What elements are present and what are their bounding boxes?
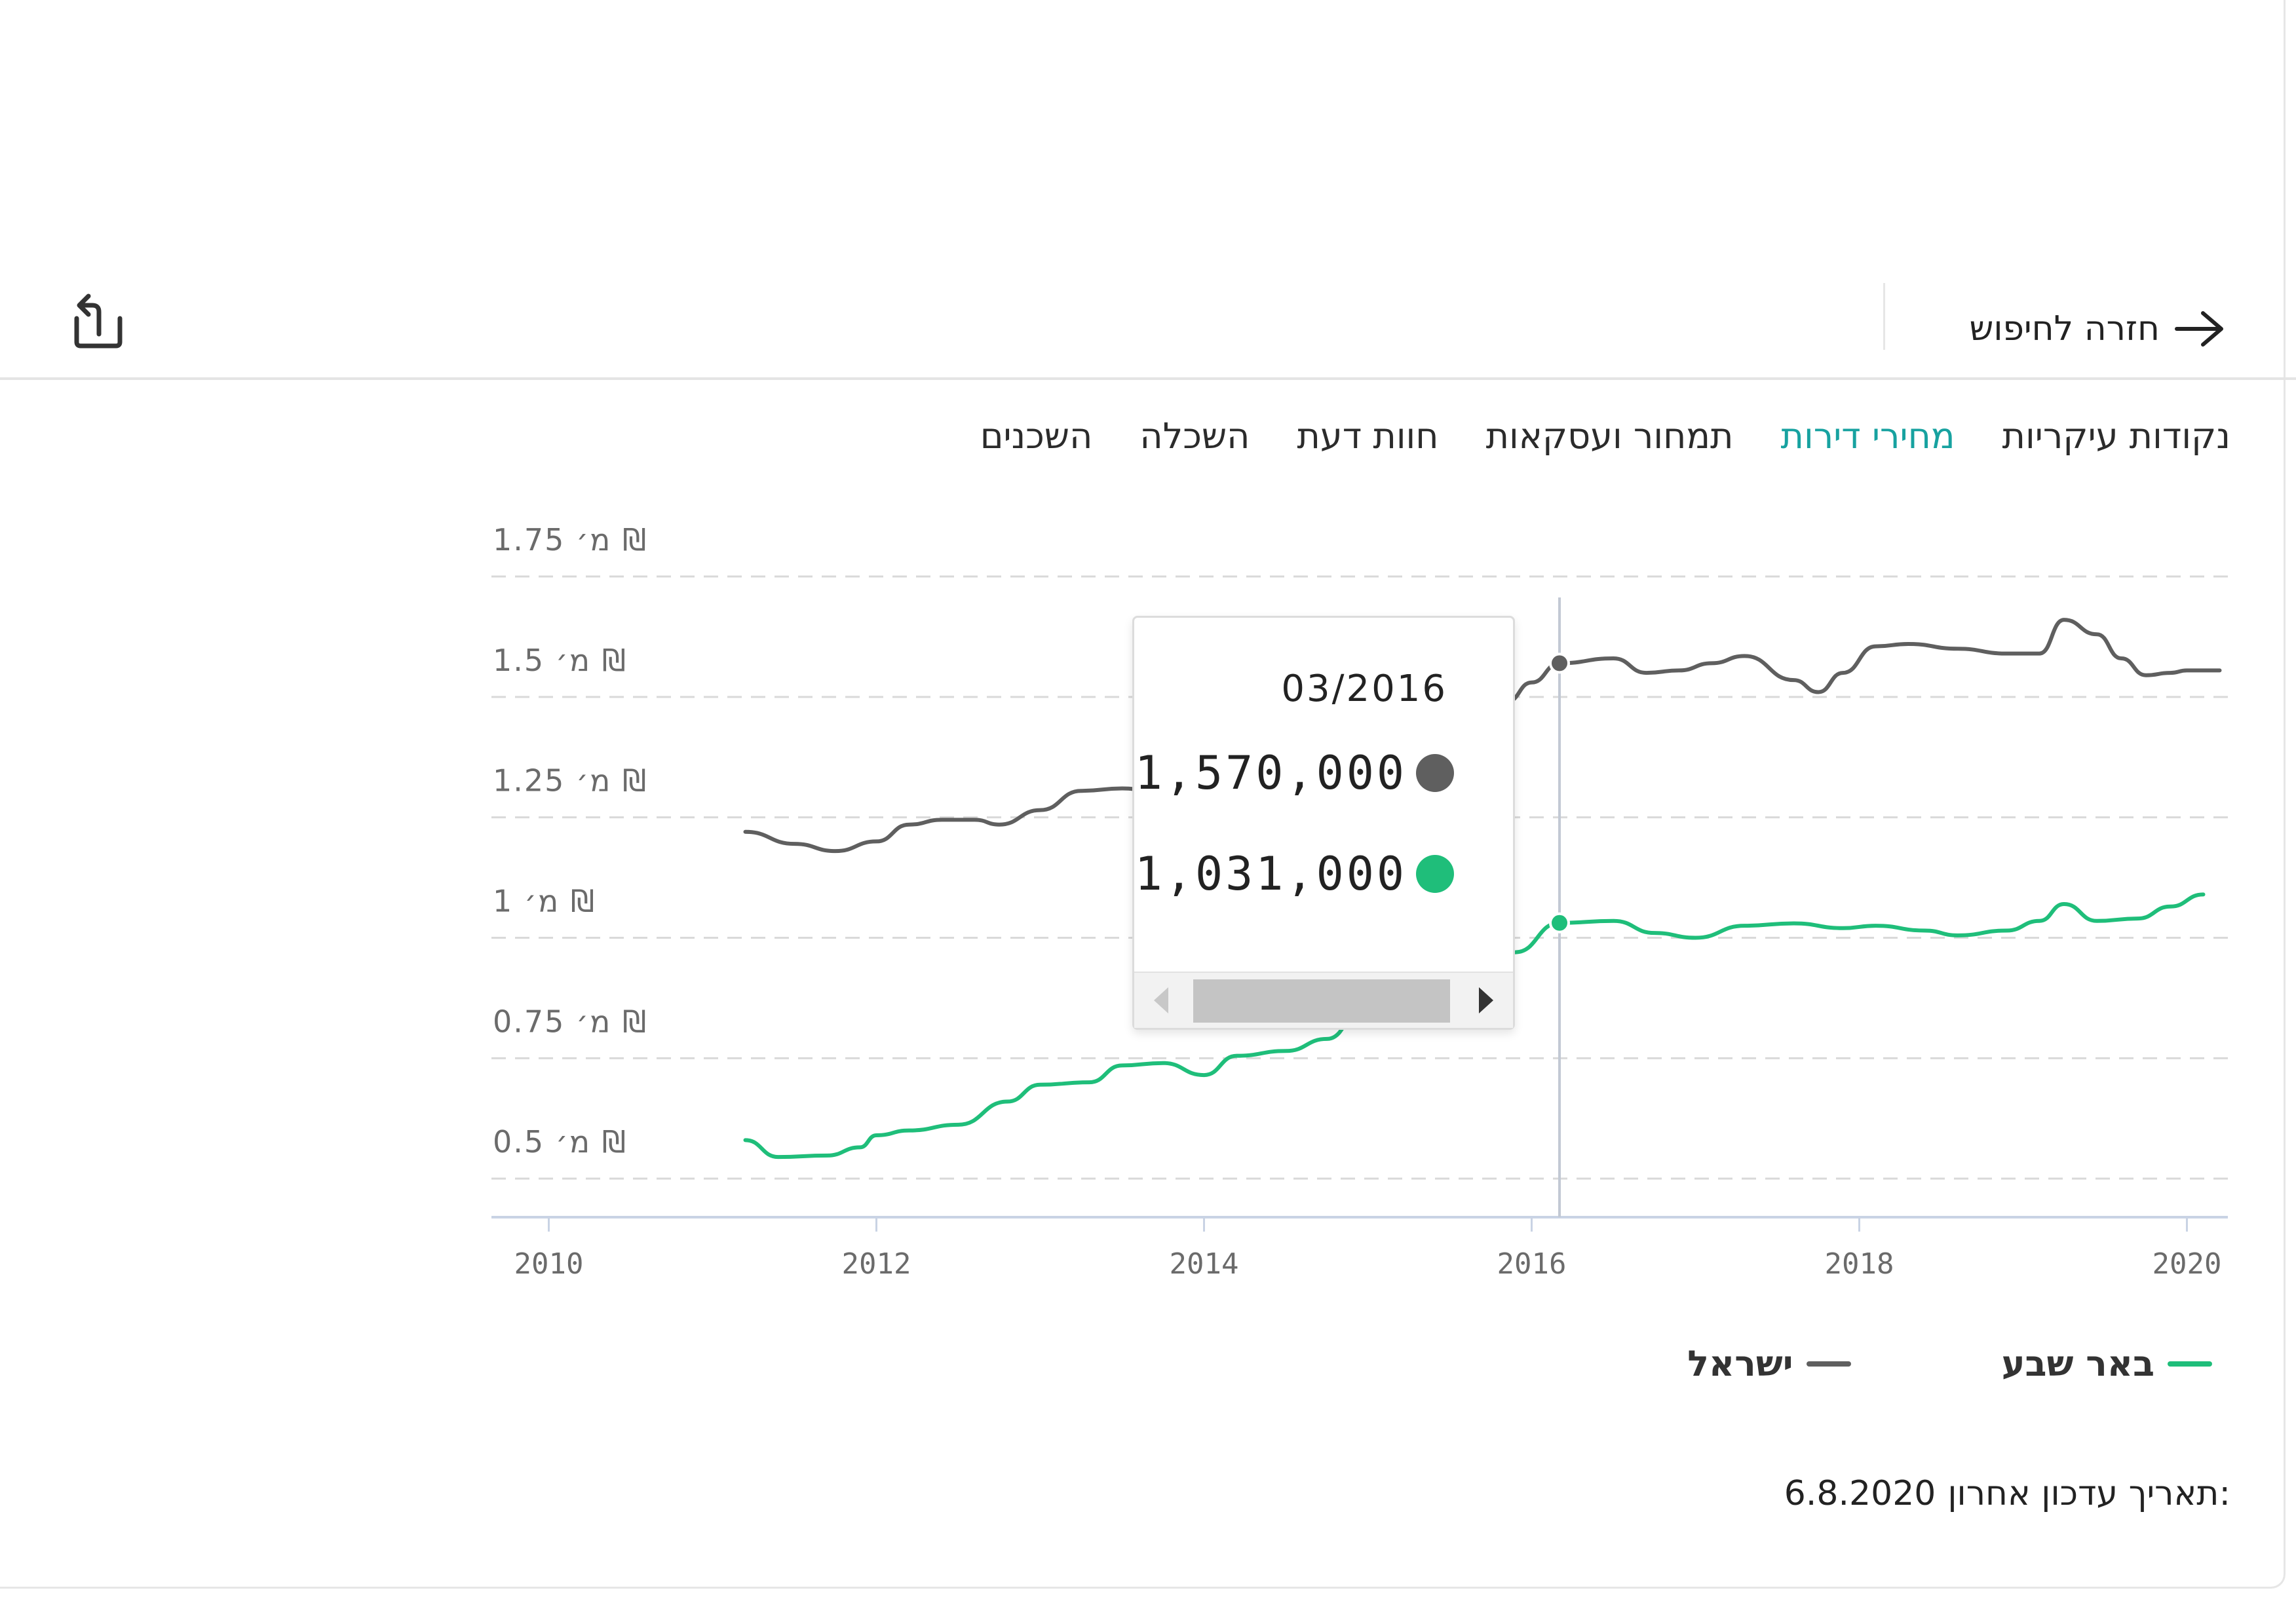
last-updated-date: 6.8.2020 [1784,1474,1936,1513]
tab-pricing-deals[interactable]: תמחור ועסקאות [1485,415,1734,457]
legend-item-israel[interactable]: ישראל [1687,1343,1851,1384]
legend-label-israel: ישראל [1687,1343,1793,1384]
x-tick-label: 2018 [1825,1247,1894,1281]
y-tick-label: 1.5 מ׳ ₪ [493,643,627,678]
y-tick-label: 1.75 מ׳ ₪ [493,522,647,557]
scroll-right-icon[interactable] [1479,987,1493,1013]
tooltip-date: 03/2016 [1281,668,1447,710]
last-updated: תאריך עדכון אחרון: 6.8.2020 [1784,1474,2230,1513]
beersheva-dot-icon [1416,855,1454,893]
tab-apartment-prices[interactable]: מחירי דירות [1780,415,1955,457]
last-updated-label: תאריך עדכון אחרון: [1947,1474,2230,1513]
tabs-bar: נקודות עיקריות מחירי דירות תמחור ועסקאות… [980,406,2230,465]
scroll-left-icon[interactable] [1154,987,1168,1013]
tab-education[interactable]: השכלה [1139,415,1250,457]
x-tick-label: 2016 [1497,1247,1567,1281]
legend-line-icon [2168,1361,2212,1367]
x-tick-label: 2020 [2152,1247,2222,1281]
back-to-search-link[interactable]: חזרה לחיפוש [1970,296,2225,362]
chart-legend: באר שבע ישראל [1687,1343,2212,1384]
arrow-right-icon [2175,311,2223,347]
x-tick-label: 2014 [1170,1247,1239,1281]
legend-label-beersheva: באר שבע [2001,1343,2154,1384]
tab-key-points[interactable]: נקודות עיקריות [2002,415,2230,457]
top-bar: חזרה לחיפוש [0,275,2296,380]
share-icon[interactable] [69,292,128,351]
x-tick-label: 2012 [842,1247,911,1281]
y-tick-label: 0.75 מ׳ ₪ [493,1004,647,1039]
marker-beersheva [1549,912,1570,934]
tab-opinion[interactable]: חוות דעת [1297,415,1439,457]
legend-item-beersheva[interactable]: באר שבע [2002,1343,2212,1384]
tooltip-value-beersheva: 1,031,000 [1134,847,1407,901]
marker-israel [1549,652,1570,674]
tab-neighbors[interactable]: השכנים [980,415,1093,457]
x-tick-label: 2010 [514,1247,584,1281]
y-tick-label: 1.25 מ׳ ₪ [493,763,647,799]
israel-dot-icon [1416,754,1454,792]
divider [1883,283,1885,350]
tooltip-row-beersheva: 1,031,000 [1135,847,1454,901]
tooltip-value-israel: 1,570,000 [1134,746,1407,800]
chart-tooltip: 03/2016 1,570,000 1,031,000 [1132,616,1515,1030]
back-to-search-label: חזרה לחיפוש [1969,309,2160,349]
y-tick-label: 0.5 מ׳ ₪ [493,1124,627,1160]
scroll-thumb[interactable] [1193,979,1450,1023]
legend-line-icon [1806,1361,1851,1367]
tooltip-scrollbar[interactable] [1134,972,1513,1028]
y-tick-label: 1 מ׳ ₪ [493,884,596,919]
tooltip-row-israel: 1,570,000 [1135,746,1454,800]
